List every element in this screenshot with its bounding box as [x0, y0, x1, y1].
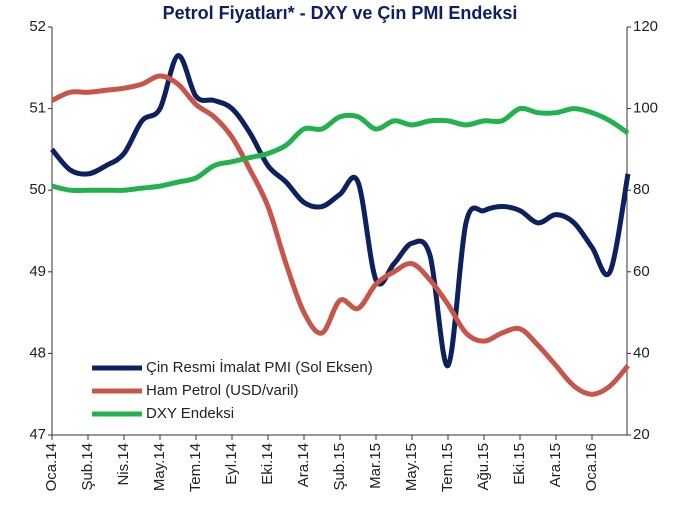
x-tick-label: Oca.14 — [43, 443, 60, 491]
y-tick-label: 48 — [29, 344, 46, 361]
x-tick-label: May.15 — [403, 443, 420, 491]
y2-tick-label: 120 — [633, 18, 658, 35]
y2-tick-label: 40 — [633, 344, 650, 361]
y-tick-label: 47 — [29, 426, 46, 443]
x-tick-label: Ağu.15 — [475, 443, 492, 491]
x-tick-label: Nis.14 — [115, 443, 132, 486]
legend-label: Ham Petrol (USD/varil) — [146, 382, 299, 399]
x-tick-label: Eki.15 — [511, 443, 528, 485]
y-tick-label: 49 — [29, 263, 46, 280]
legend-label: DXY Endeksi — [146, 405, 234, 422]
y-tick-label: 51 — [29, 100, 46, 117]
x-tick-label: Şub.15 — [331, 443, 348, 491]
y2-tick-label: 60 — [633, 263, 650, 280]
y2-tick-label: 20 — [633, 426, 650, 443]
x-tick-label: Tem.15 — [439, 443, 456, 492]
series-line — [51, 105, 630, 193]
y2-tick-label: 100 — [633, 100, 658, 117]
chart-title: Petrol Fiyatları* - DXY ve Çin PMI Endek… — [163, 3, 518, 23]
legend-label: Çin Resmi İmalat PMI (Sol Eksen) — [146, 358, 373, 376]
x-tick-label: Şub.14 — [79, 443, 96, 491]
x-tick-label: Tem.14 — [187, 443, 204, 492]
x-tick-label: May.14 — [151, 443, 168, 491]
x-tick-label: Mar.15 — [367, 443, 384, 489]
x-tick-label: Oca.16 — [583, 443, 600, 491]
x-tick-label: Eki.14 — [259, 443, 276, 485]
y-tick-label: 52 — [29, 18, 46, 35]
series-line — [50, 73, 630, 397]
x-tick-label: Ara.15 — [547, 443, 564, 487]
y2-tick-label: 80 — [633, 181, 650, 198]
y-tick-label: 50 — [29, 181, 46, 198]
series-line — [50, 53, 631, 369]
x-tick-label: Ara.14 — [295, 443, 312, 487]
x-tick-label: Eyl.14 — [223, 443, 240, 485]
